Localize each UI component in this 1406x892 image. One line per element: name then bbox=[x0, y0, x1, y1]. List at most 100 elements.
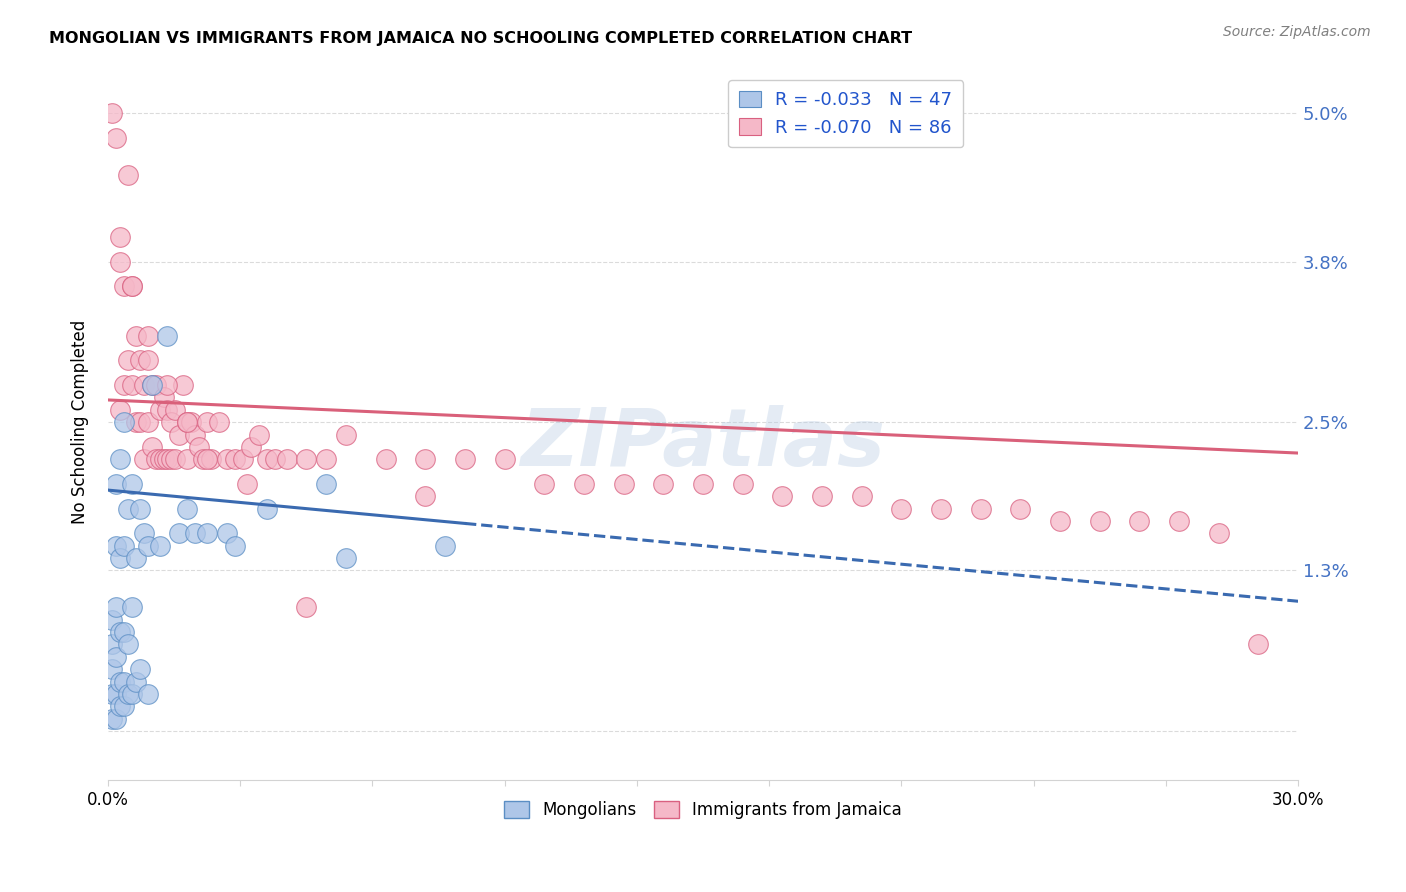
Point bbox=[156, 452, 179, 467]
Point bbox=[152, 391, 174, 405]
Point bbox=[295, 600, 318, 615]
Point bbox=[136, 539, 159, 553]
Point bbox=[215, 526, 238, 541]
Point bbox=[160, 452, 183, 467]
Point bbox=[415, 452, 437, 467]
Point bbox=[415, 489, 437, 503]
Point bbox=[176, 415, 198, 429]
Point bbox=[121, 378, 143, 392]
Point bbox=[180, 415, 202, 429]
Point bbox=[104, 712, 127, 726]
Y-axis label: No Schooling Completed: No Schooling Completed bbox=[72, 320, 89, 524]
Point bbox=[169, 427, 191, 442]
Text: ZIPatlas: ZIPatlas bbox=[520, 405, 886, 483]
Text: Source: ZipAtlas.com: Source: ZipAtlas.com bbox=[1223, 25, 1371, 39]
Point bbox=[215, 452, 238, 467]
Point bbox=[176, 452, 198, 467]
Point bbox=[101, 637, 124, 651]
Point bbox=[125, 415, 148, 429]
Point bbox=[136, 353, 159, 368]
Point bbox=[108, 674, 131, 689]
Point bbox=[165, 402, 187, 417]
Point bbox=[295, 452, 318, 467]
Point bbox=[176, 501, 198, 516]
Point bbox=[256, 452, 278, 467]
Point bbox=[101, 662, 124, 676]
Point bbox=[276, 452, 298, 467]
Point bbox=[176, 415, 198, 429]
Point bbox=[148, 539, 170, 553]
Point bbox=[117, 687, 139, 701]
Point bbox=[104, 649, 127, 664]
Point bbox=[256, 501, 278, 516]
Point bbox=[692, 477, 714, 491]
Point bbox=[160, 415, 183, 429]
Point bbox=[145, 452, 167, 467]
Point bbox=[335, 427, 357, 442]
Text: MONGOLIAN VS IMMIGRANTS FROM JAMAICA NO SCHOOLING COMPLETED CORRELATION CHART: MONGOLIAN VS IMMIGRANTS FROM JAMAICA NO … bbox=[49, 31, 912, 46]
Point bbox=[208, 415, 231, 429]
Point bbox=[121, 279, 143, 293]
Point bbox=[101, 712, 124, 726]
Point bbox=[108, 254, 131, 268]
Point bbox=[132, 452, 155, 467]
Point bbox=[108, 625, 131, 640]
Point bbox=[104, 539, 127, 553]
Point bbox=[152, 452, 174, 467]
Point bbox=[101, 613, 124, 627]
Point bbox=[108, 551, 131, 566]
Point bbox=[1088, 514, 1111, 528]
Point bbox=[108, 699, 131, 714]
Point bbox=[970, 501, 993, 516]
Point bbox=[101, 687, 124, 701]
Point bbox=[132, 378, 155, 392]
Point bbox=[239, 440, 262, 454]
Point bbox=[195, 415, 218, 429]
Point bbox=[128, 662, 150, 676]
Point bbox=[374, 452, 396, 467]
Point bbox=[104, 477, 127, 491]
Point bbox=[1208, 526, 1230, 541]
Point bbox=[224, 452, 246, 467]
Point bbox=[125, 551, 148, 566]
Point bbox=[613, 477, 636, 491]
Point bbox=[172, 378, 194, 392]
Point bbox=[247, 427, 270, 442]
Point bbox=[108, 452, 131, 467]
Point bbox=[770, 489, 793, 503]
Point bbox=[108, 230, 131, 244]
Point bbox=[136, 687, 159, 701]
Point bbox=[112, 279, 135, 293]
Point bbox=[195, 452, 218, 467]
Point bbox=[136, 328, 159, 343]
Point bbox=[1168, 514, 1191, 528]
Point bbox=[224, 539, 246, 553]
Point bbox=[236, 477, 259, 491]
Point bbox=[148, 452, 170, 467]
Point bbox=[104, 131, 127, 145]
Point bbox=[232, 452, 254, 467]
Point bbox=[104, 687, 127, 701]
Point bbox=[890, 501, 912, 516]
Point bbox=[731, 477, 754, 491]
Point bbox=[454, 452, 477, 467]
Point bbox=[156, 328, 179, 343]
Point bbox=[315, 452, 337, 467]
Point bbox=[811, 489, 834, 503]
Point bbox=[117, 353, 139, 368]
Point bbox=[128, 501, 150, 516]
Point bbox=[121, 477, 143, 491]
Point bbox=[494, 452, 516, 467]
Point bbox=[104, 600, 127, 615]
Point bbox=[335, 551, 357, 566]
Point bbox=[141, 378, 163, 392]
Point bbox=[200, 452, 222, 467]
Point bbox=[136, 415, 159, 429]
Point bbox=[165, 452, 187, 467]
Point bbox=[156, 402, 179, 417]
Point bbox=[112, 415, 135, 429]
Point bbox=[125, 328, 148, 343]
Point bbox=[141, 440, 163, 454]
Point bbox=[851, 489, 873, 503]
Point bbox=[156, 378, 179, 392]
